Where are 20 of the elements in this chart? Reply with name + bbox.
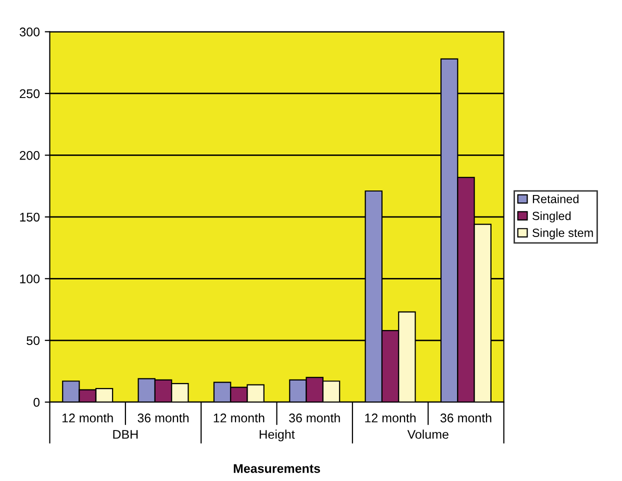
- legend-label: Single stem: [532, 228, 593, 240]
- y-tick-label: 300: [20, 28, 40, 36]
- y-tick-label: 50: [26, 336, 40, 346]
- legend-label: Singled: [532, 211, 571, 222]
- y-tick-label: 250: [20, 89, 40, 98]
- y-tick-label: 100: [20, 274, 40, 284]
- x-axis-title: Measurements: [234, 464, 320, 473]
- text: Height: [260, 430, 295, 442]
- legend-label: Retained: [532, 194, 578, 204]
- text: Volume: [407, 430, 448, 439]
- y-tick-label: 0: [34, 398, 40, 407]
- x-tick-label: 12 month: [214, 413, 264, 422]
- x-tick-label: 12 month: [365, 413, 416, 422]
- x-tick-label: 36 month: [440, 413, 492, 422]
- text: DBH: [113, 430, 138, 439]
- y-tick-label: 200: [20, 151, 40, 160]
- x-tick-label: 36 month: [289, 413, 340, 422]
- y-tick-label: 150: [20, 212, 40, 222]
- x-tick-label: 36 month: [138, 413, 189, 422]
- x-tick-label: 12 month: [62, 413, 113, 422]
